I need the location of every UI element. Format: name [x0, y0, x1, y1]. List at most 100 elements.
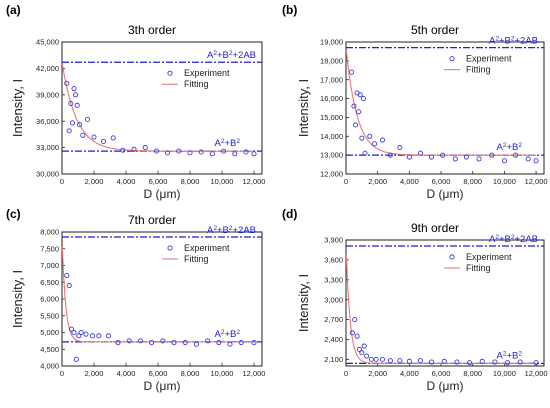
y-tick-label: 14,000: [320, 132, 343, 141]
experiment-point: [101, 138, 107, 144]
experiment-point: [74, 102, 80, 108]
experiment-point: [96, 333, 102, 339]
legend-fitting-label: Fitting: [184, 254, 209, 264]
experiment-point: [397, 145, 403, 151]
experiment-point: [352, 317, 358, 323]
experiment-point: [198, 149, 204, 155]
panel-a: (a) 3th order 30,000 33,000 36,000 39,000 42,0…: [6, 3, 265, 201]
experiment-point: [354, 333, 360, 339]
experiment-point: [359, 350, 365, 356]
experiment-point: [193, 341, 199, 347]
y-tick-label: 39,000: [36, 90, 59, 99]
plot-frame: [61, 41, 263, 175]
x-tick-label: 10,000: [211, 177, 234, 186]
experiment-point: [91, 134, 97, 140]
y-tick-label: 13,000: [320, 151, 343, 160]
y-tick-label: 5,500: [40, 311, 59, 320]
y-tick-label: 12,000: [320, 170, 343, 179]
x-tick-label: 4,000: [400, 369, 419, 378]
y-tick-label: 30,000: [36, 170, 59, 179]
experiment-point: [406, 154, 412, 160]
x-tick-label: 6,000: [432, 177, 451, 186]
experiment-point: [227, 341, 233, 347]
experiment-point: [232, 151, 238, 157]
experiment-point: [69, 326, 75, 332]
experiment-point: [476, 156, 482, 162]
experiment-point: [467, 360, 473, 366]
experiment-point: [387, 358, 393, 364]
experiment-point: [452, 156, 458, 162]
experiment-point: [76, 333, 82, 339]
x-tick-label: 4,000: [117, 177, 136, 186]
panel-label: (c): [6, 207, 21, 221]
experiment-point: [64, 80, 70, 86]
experiment-point: [68, 101, 74, 107]
y-tick-label: 4,500: [40, 345, 59, 354]
fitting-curve: [61, 246, 254, 343]
experiment-point: [73, 356, 79, 362]
experiment-point: [356, 109, 362, 115]
x-tick-label: 0: [60, 369, 64, 378]
x-tick-label: 12,000: [243, 177, 266, 186]
y-tick-label: 45,000: [36, 38, 59, 47]
experiment-point: [85, 116, 91, 122]
legend-experiment-marker: [449, 254, 455, 260]
lower-line-label: A2+B2: [497, 350, 523, 362]
lower-line-label: A2+B2: [215, 138, 241, 150]
experiment-point: [73, 92, 79, 98]
x-tick-label: 10,000: [211, 369, 234, 378]
experiment-point: [348, 69, 355, 75]
y-tick-label: 18,000: [320, 56, 343, 65]
experiment-point: [149, 339, 155, 346]
y-tick-label: 5,000: [40, 328, 59, 337]
x-tick-label: 0: [344, 177, 348, 186]
y-axis-label: Intensity, I: [10, 270, 25, 328]
x-axis-label: D (μm): [427, 187, 464, 201]
y-tick-label: 36,000: [36, 117, 59, 126]
x-tick-label: 2,000: [85, 369, 104, 378]
experiment-point: [367, 133, 373, 139]
experiment-point: [205, 338, 211, 344]
experiment-point: [505, 360, 511, 366]
y-tick-label: 15,000: [320, 113, 343, 122]
y-tick-label: 3,300: [324, 275, 343, 284]
legend-experiment-label: Experiment: [184, 243, 230, 253]
y-tick-label: 6,500: [40, 278, 59, 287]
plot-frame: [345, 239, 545, 367]
legend-fitting-label: Fitting: [184, 79, 209, 89]
y-tick-label: 7,500: [40, 244, 59, 253]
panel-label: (a): [6, 3, 21, 17]
y-tick-label: 2,700: [324, 315, 343, 324]
experiment-point: [137, 338, 143, 344]
experiment-point: [357, 92, 363, 98]
lower-line-label: A2+B2: [497, 142, 523, 154]
y-tick-label: 3,600: [324, 255, 343, 264]
upper-line-label: A2+B2+2AB: [489, 233, 538, 245]
experiment-point: [454, 359, 460, 365]
experiment-point: [216, 339, 222, 346]
x-tick-label: 12,000: [243, 369, 266, 378]
experiment-point: [440, 152, 446, 158]
legend-experiment-marker: [167, 70, 173, 76]
panel-d: (d) 9th order 2,100 2,400 2,700 3,000 3,300 3,6…: [282, 207, 548, 393]
y-tick-label: 2,400: [324, 335, 343, 344]
experiment-point: [479, 358, 485, 364]
x-tick-label: 8,000: [463, 177, 482, 186]
experiment-point: [352, 122, 359, 128]
experiment-point: [110, 135, 116, 141]
experiment-point: [69, 120, 75, 126]
x-tick-label: 6,000: [432, 369, 451, 378]
experiment-point: [379, 356, 385, 362]
experiment-point: [533, 360, 539, 366]
experiment-point: [89, 333, 95, 339]
x-tick-label: 2,000: [368, 177, 387, 186]
experiment-point: [360, 96, 366, 102]
fitting-curve: [345, 254, 537, 364]
x-tick-label: 6,000: [149, 369, 168, 378]
y-axis-label: Intensity, I: [296, 79, 311, 137]
experiment-point: [171, 339, 177, 346]
x-axis-label: D (μm): [144, 379, 181, 393]
experiment-point: [83, 331, 89, 337]
experiment-point: [209, 151, 215, 157]
y-tick-label: 4,000: [40, 362, 59, 371]
